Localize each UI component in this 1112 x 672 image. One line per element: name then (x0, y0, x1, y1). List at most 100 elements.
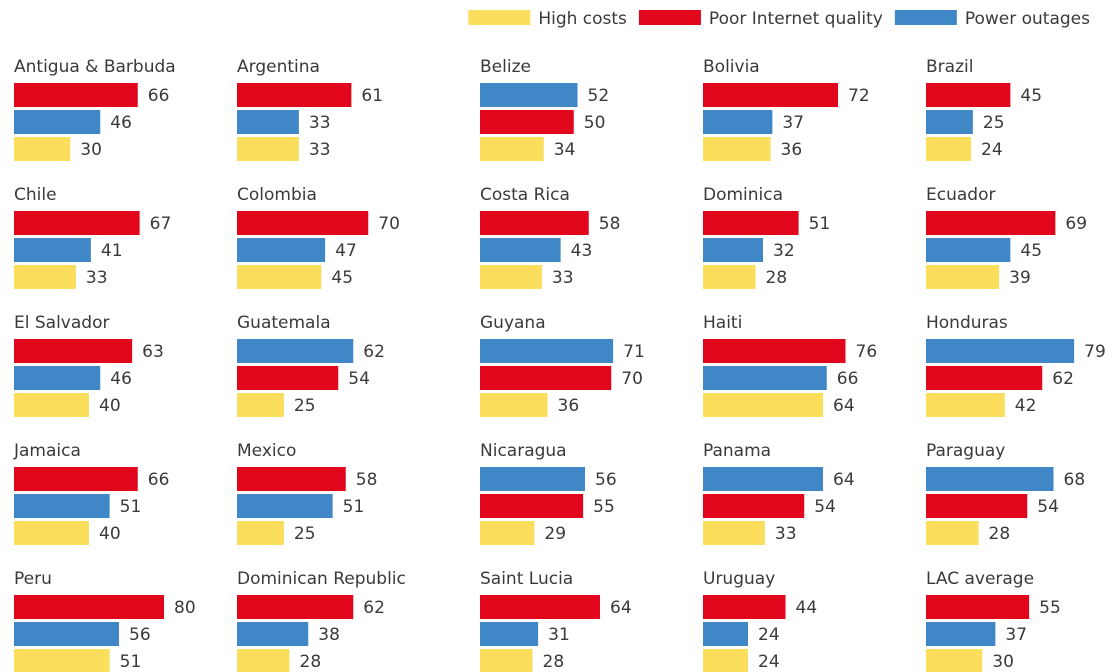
bar-high_costs (14, 649, 110, 672)
bar-high_costs (237, 265, 322, 289)
bar-poor_internet (480, 211, 589, 235)
value-label-power_outages: 37 (1005, 625, 1027, 645)
bar-poor_internet (237, 467, 346, 491)
value-label-poor_internet: 61 (361, 86, 383, 106)
value-label-poor_internet: 62 (1052, 369, 1074, 389)
value-label-high_costs: 34 (554, 140, 576, 160)
bar-poor_internet (703, 211, 799, 235)
bar-poor_internet (480, 494, 584, 518)
panel-dominica: Dominica 51 32 28 (703, 185, 830, 289)
legend: High costs Poor Internet quality Power out… (468, 9, 1090, 29)
bar-power_outages (926, 622, 996, 646)
value-label-power_outages: 51 (120, 497, 142, 517)
value-label-power_outages: 56 (595, 470, 617, 490)
panel-title: Dominican Republic (237, 569, 406, 589)
panel-title: Argentina (237, 57, 320, 77)
panel-title: Chile (14, 185, 57, 205)
panel-title: Panama (703, 441, 771, 461)
value-label-high_costs: 40 (99, 524, 121, 544)
bar-poor_internet (703, 494, 805, 518)
bar-power_outages (14, 622, 119, 646)
bar-power_outages (703, 467, 823, 491)
bar-high_costs (14, 521, 89, 545)
legend-label-poor_internet: Poor Internet quality (709, 9, 883, 29)
panel-title: Uruguay (703, 569, 775, 589)
value-label-power_outages: 56 (129, 625, 151, 645)
bar-poor_internet (480, 110, 574, 134)
value-label-poor_internet: 62 (363, 598, 385, 618)
value-label-poor_internet: 70 (378, 214, 400, 234)
value-label-high_costs: 33 (552, 268, 574, 288)
bar-power_outages (703, 238, 763, 262)
panel-peru: Peru 80 56 51 (14, 569, 196, 672)
legend-label-high_costs: High costs (538, 9, 627, 29)
panel-guyana: Guyana 71 70 36 (480, 313, 645, 417)
bar-poor_internet (14, 467, 138, 491)
value-label-high_costs: 64 (833, 396, 855, 416)
bar-power_outages (237, 622, 309, 646)
value-label-high_costs: 24 (981, 140, 1003, 160)
panel-title: El Salvador (14, 313, 109, 333)
value-label-power_outages: 41 (101, 241, 123, 261)
bar-power_outages (703, 622, 748, 646)
panel-title: Saint Lucia (480, 569, 573, 589)
value-label-poor_internet: 51 (809, 214, 831, 234)
bar-high_costs (14, 265, 76, 289)
value-label-high_costs: 36 (558, 396, 580, 416)
value-label-high_costs: 24 (758, 652, 780, 672)
panel-uruguay: Uruguay 44 24 24 (703, 569, 817, 672)
bar-high_costs (14, 393, 89, 417)
value-label-high_costs: 30 (80, 140, 102, 160)
bar-high_costs (480, 521, 535, 545)
bar-poor_internet (926, 211, 1056, 235)
value-label-power_outages: 71 (623, 342, 645, 362)
value-label-high_costs: 29 (544, 524, 566, 544)
bar-power_outages (926, 467, 1054, 491)
panel-title: Haiti (703, 313, 742, 333)
value-label-poor_internet: 45 (1020, 86, 1042, 106)
panel-title: Mexico (237, 441, 296, 461)
panel-jamaica: Jamaica 66 51 40 (13, 441, 169, 545)
value-label-poor_internet: 66 (148, 86, 170, 106)
panel-title: LAC average (926, 569, 1034, 589)
value-label-poor_internet: 72 (848, 86, 870, 106)
bar-poor_internet (926, 595, 1030, 619)
bar-poor_internet (237, 595, 354, 619)
bar-high_costs (703, 649, 748, 672)
value-label-power_outages: 68 (1064, 470, 1086, 490)
bar-power_outages (926, 339, 1075, 363)
bar-high_costs (703, 137, 771, 161)
bar-poor_internet (14, 211, 140, 235)
bar-power_outages (480, 622, 539, 646)
value-label-power_outages: 46 (110, 113, 132, 133)
bar-high_costs (480, 137, 544, 161)
bar-poor_internet (14, 83, 138, 107)
panel-title: Costa Rica (480, 185, 570, 205)
panel-title: Guatemala (237, 313, 331, 333)
bar-power_outages (926, 110, 973, 134)
value-label-power_outages: 62 (363, 342, 385, 362)
value-label-power_outages: 31 (548, 625, 570, 645)
panel-argentina: Argentina 61 33 33 (237, 57, 383, 161)
value-label-power_outages: 37 (782, 113, 804, 133)
panel-title: Colombia (237, 185, 317, 205)
value-label-power_outages: 66 (837, 369, 859, 389)
value-label-high_costs: 28 (300, 652, 322, 672)
bar-poor_internet (703, 595, 786, 619)
panel-belize: Belize 52 50 34 (480, 57, 609, 161)
panel-haiti: Haiti 76 66 64 (703, 313, 877, 417)
bar-high_costs (926, 521, 979, 545)
bar-poor_internet (703, 83, 838, 107)
panel-panama: Panama 64 54 33 (703, 441, 855, 545)
bar-power_outages (14, 366, 101, 390)
value-label-power_outages: 52 (588, 86, 610, 106)
value-label-high_costs: 28 (989, 524, 1011, 544)
value-label-high_costs: 51 (120, 652, 142, 672)
bar-poor_internet (703, 339, 846, 363)
value-label-power_outages: 46 (110, 369, 132, 389)
value-label-power_outages: 47 (335, 241, 357, 261)
bar-poor_internet (926, 83, 1011, 107)
bar-high_costs (480, 393, 548, 417)
bar-high_costs (926, 393, 1005, 417)
